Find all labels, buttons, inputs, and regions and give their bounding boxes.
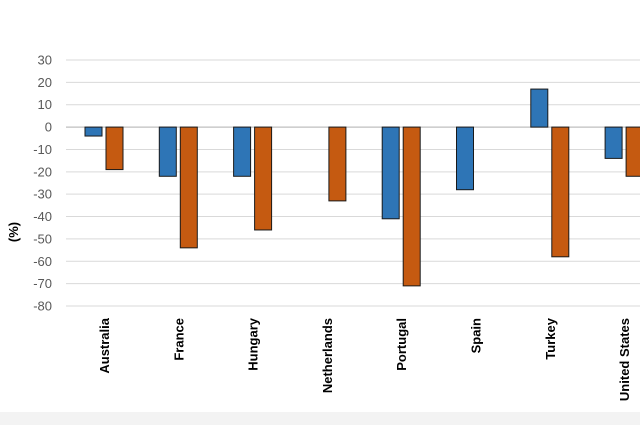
bottom-strip (0, 412, 640, 425)
x-category-label: United States (617, 318, 632, 401)
bar-australia-series-1 (84, 126, 103, 137)
y-axis-ticks: 30 20 10 0 -10 -20 -30 -40 -50 -60 -70 -80 (33, 53, 52, 314)
y-tick-label: 20 (38, 75, 52, 90)
bar-united-states-series-2 (625, 126, 640, 177)
y-tick-label: -60 (33, 254, 52, 269)
bar-spain-series-1 (456, 126, 474, 191)
bar-france-series-1 (158, 126, 177, 177)
y-tick-label: -10 (33, 142, 52, 157)
bar-australia-series-2 (105, 126, 124, 171)
y-tick-label: 30 (38, 53, 52, 68)
bars (84, 88, 640, 287)
y-tick-label: -30 (33, 187, 52, 202)
y-axis-title: (%) (6, 222, 21, 242)
y-tick-label: -20 (33, 164, 52, 179)
x-category-label: Portugal (394, 318, 409, 371)
x-category-label: Spain (469, 318, 484, 353)
bar-portugal-series-1 (381, 126, 400, 220)
y-tick-label: -50 (33, 231, 52, 246)
y-tick-label: -40 (33, 209, 52, 224)
bar-hungary-series-1 (233, 126, 252, 177)
bar-united-states-series-1 (604, 126, 623, 159)
bar-hungary-series-2 (254, 126, 273, 231)
y-tick-label: 0 (45, 120, 52, 135)
bar-france-series-2 (179, 126, 198, 249)
x-category-label: Netherlands (320, 318, 335, 393)
x-axis-labels: Australia France Hungary Netherlands Portuga… (97, 317, 632, 401)
x-category-label: Turkey (543, 317, 558, 359)
x-category-label: Hungary (246, 317, 261, 371)
bar-portugal-series-2 (402, 126, 421, 287)
x-category-label: Australia (97, 317, 112, 373)
bar-turkey-series-1 (530, 88, 549, 128)
y-tick-label: 10 (38, 97, 52, 112)
bar-turkey-series-2 (551, 126, 570, 258)
x-category-label: France (171, 318, 186, 361)
y-tick-label: -80 (33, 299, 52, 314)
y-tick-label: -70 (33, 276, 52, 291)
bar-netherlands-series-2 (328, 126, 347, 202)
